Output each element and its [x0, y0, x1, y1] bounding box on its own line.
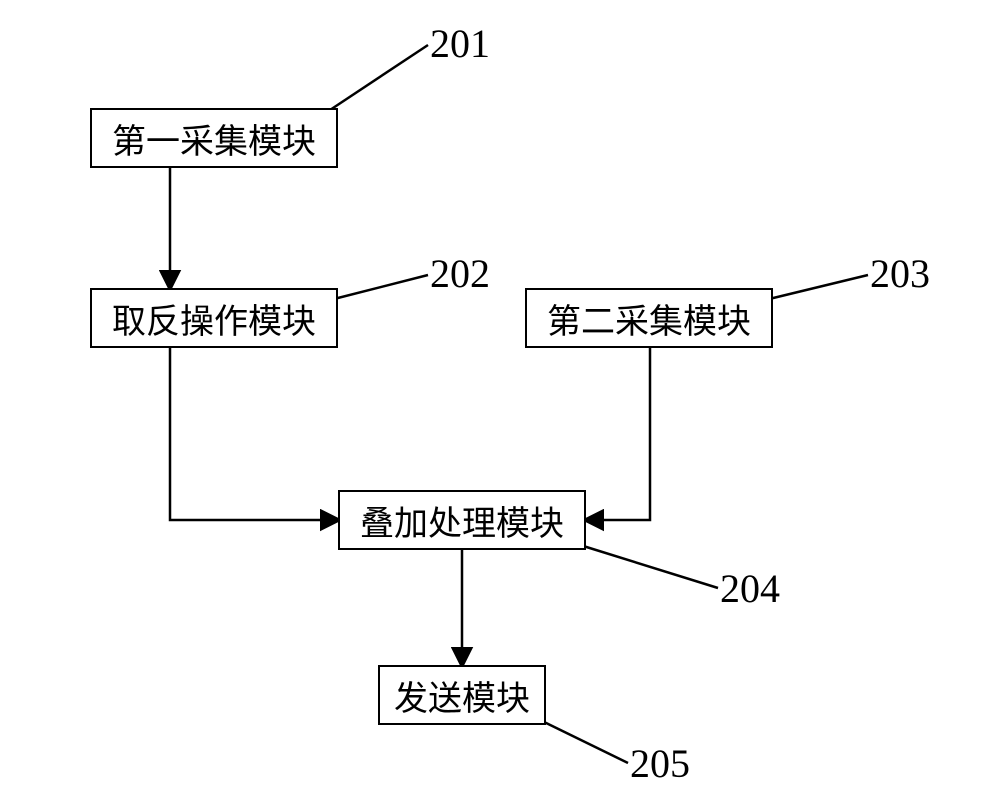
flow-edge	[586, 348, 650, 520]
flow-edge	[170, 348, 338, 520]
ref-label-l201: 201	[430, 20, 490, 67]
flow-node-label: 叠加处理模块	[360, 496, 564, 545]
ref-label-l202: 202	[430, 250, 490, 297]
flow-node-n204: 叠加处理模块	[338, 490, 586, 550]
flow-node-n202: 取反操作模块	[90, 288, 338, 348]
flow-node-label: 取反操作模块	[112, 294, 316, 343]
flow-node-label: 发送模块	[394, 671, 530, 720]
flow-node-n203: 第二采集模块	[525, 288, 773, 348]
leader-line	[330, 275, 428, 300]
ref-label-l204: 204	[720, 565, 780, 612]
leader-line	[540, 720, 628, 763]
leader-line	[765, 275, 868, 300]
flow-node-n205: 发送模块	[378, 665, 546, 725]
leader-line	[330, 45, 428, 110]
ref-label-l205: 205	[630, 740, 690, 787]
leader-line	[580, 545, 718, 588]
flow-node-label: 第一采集模块	[112, 114, 316, 163]
flow-node-n201: 第一采集模块	[90, 108, 338, 168]
ref-label-l203: 203	[870, 250, 930, 297]
flowchart-canvas: 第一采集模块取反操作模块 第二采集模块叠加处理模块发送模块 201 202 203 204…	[0, 0, 1000, 799]
flow-node-label: 第二采集模块	[547, 294, 751, 343]
